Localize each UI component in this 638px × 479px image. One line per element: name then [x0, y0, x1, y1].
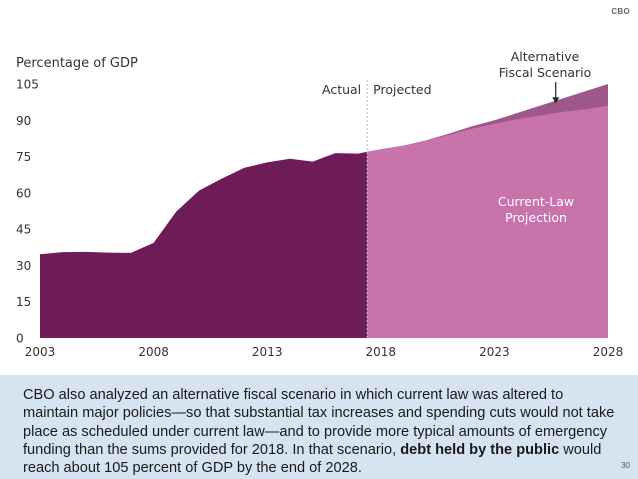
y-tick-labels: 0 15 30 45 60 75 90 105: [16, 78, 39, 346]
actual-debt-area: [40, 151, 368, 338]
caption-text: CBO also analyzed an alternative fiscal …: [23, 386, 621, 477]
y-tick-label: 105: [16, 78, 39, 92]
caption-tail: would reach about 105 percent of GDP by …: [23, 441, 602, 477]
y-tick-label: 0: [16, 332, 24, 346]
current-law-annotation-line2: Projection: [505, 210, 567, 225]
caption-bold: debt held by the public: [400, 441, 560, 458]
actual-label: Actual: [322, 82, 361, 97]
caption-box: CBO also analyzed an alternative fiscal …: [0, 375, 638, 479]
x-tick-label: 2008: [138, 345, 169, 359]
x-tick-label: 2018: [366, 345, 397, 359]
y-tick-label: 45: [16, 223, 31, 237]
alternative-arrow: [552, 82, 560, 104]
x-tick-label: 2028: [593, 345, 624, 359]
x-tick-label: 2013: [252, 345, 283, 359]
alternative-annotation-line2: Fiscal Scenario: [499, 65, 592, 80]
caption-main: CBO also analyzed an alternative fiscal …: [23, 387, 615, 458]
y-tick-label: 30: [16, 259, 31, 273]
y-axis-label: Percentage of GDP: [16, 56, 138, 71]
alternative-annotation-line1: Alternative: [511, 49, 580, 64]
y-tick-label: 15: [16, 295, 31, 309]
page-number: 30: [621, 461, 630, 470]
y-tick-label: 75: [16, 150, 31, 164]
x-tick-labels: 2003 2008 2013 2018 2023 2028: [25, 345, 624, 359]
current-law-projection-area: [367, 105, 608, 339]
y-tick-label: 90: [16, 114, 31, 128]
cbo-logo: CBO: [611, 7, 630, 16]
y-tick-label: 60: [16, 186, 31, 200]
x-tick-label: 2023: [479, 345, 510, 359]
x-tick-label: 2003: [25, 345, 56, 359]
current-law-annotation-line1: Current-Law: [498, 194, 574, 209]
projected-label: Projected: [373, 82, 431, 97]
